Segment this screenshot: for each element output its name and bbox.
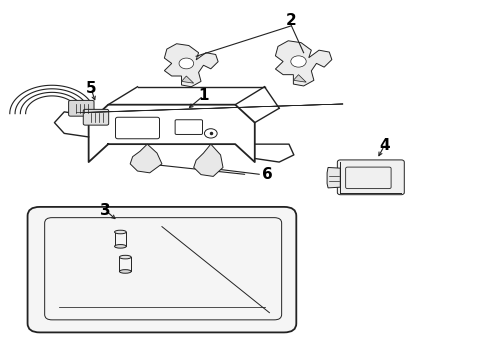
Ellipse shape <box>115 230 126 234</box>
Text: 5: 5 <box>86 81 97 96</box>
Polygon shape <box>327 167 340 188</box>
Polygon shape <box>275 41 332 86</box>
Circle shape <box>179 58 194 69</box>
Polygon shape <box>194 144 223 176</box>
FancyBboxPatch shape <box>337 160 404 195</box>
Polygon shape <box>164 44 218 87</box>
Polygon shape <box>181 76 194 83</box>
FancyBboxPatch shape <box>83 109 109 125</box>
Circle shape <box>291 56 306 67</box>
Text: 4: 4 <box>379 139 390 153</box>
FancyBboxPatch shape <box>69 100 94 116</box>
Text: 6: 6 <box>262 167 272 182</box>
Ellipse shape <box>115 244 126 248</box>
Ellipse shape <box>120 270 131 273</box>
Polygon shape <box>130 144 162 173</box>
Text: 1: 1 <box>198 88 209 103</box>
Ellipse shape <box>120 255 131 259</box>
Polygon shape <box>294 75 306 82</box>
Text: 3: 3 <box>100 203 111 218</box>
FancyBboxPatch shape <box>27 207 296 332</box>
Text: 2: 2 <box>286 13 297 28</box>
